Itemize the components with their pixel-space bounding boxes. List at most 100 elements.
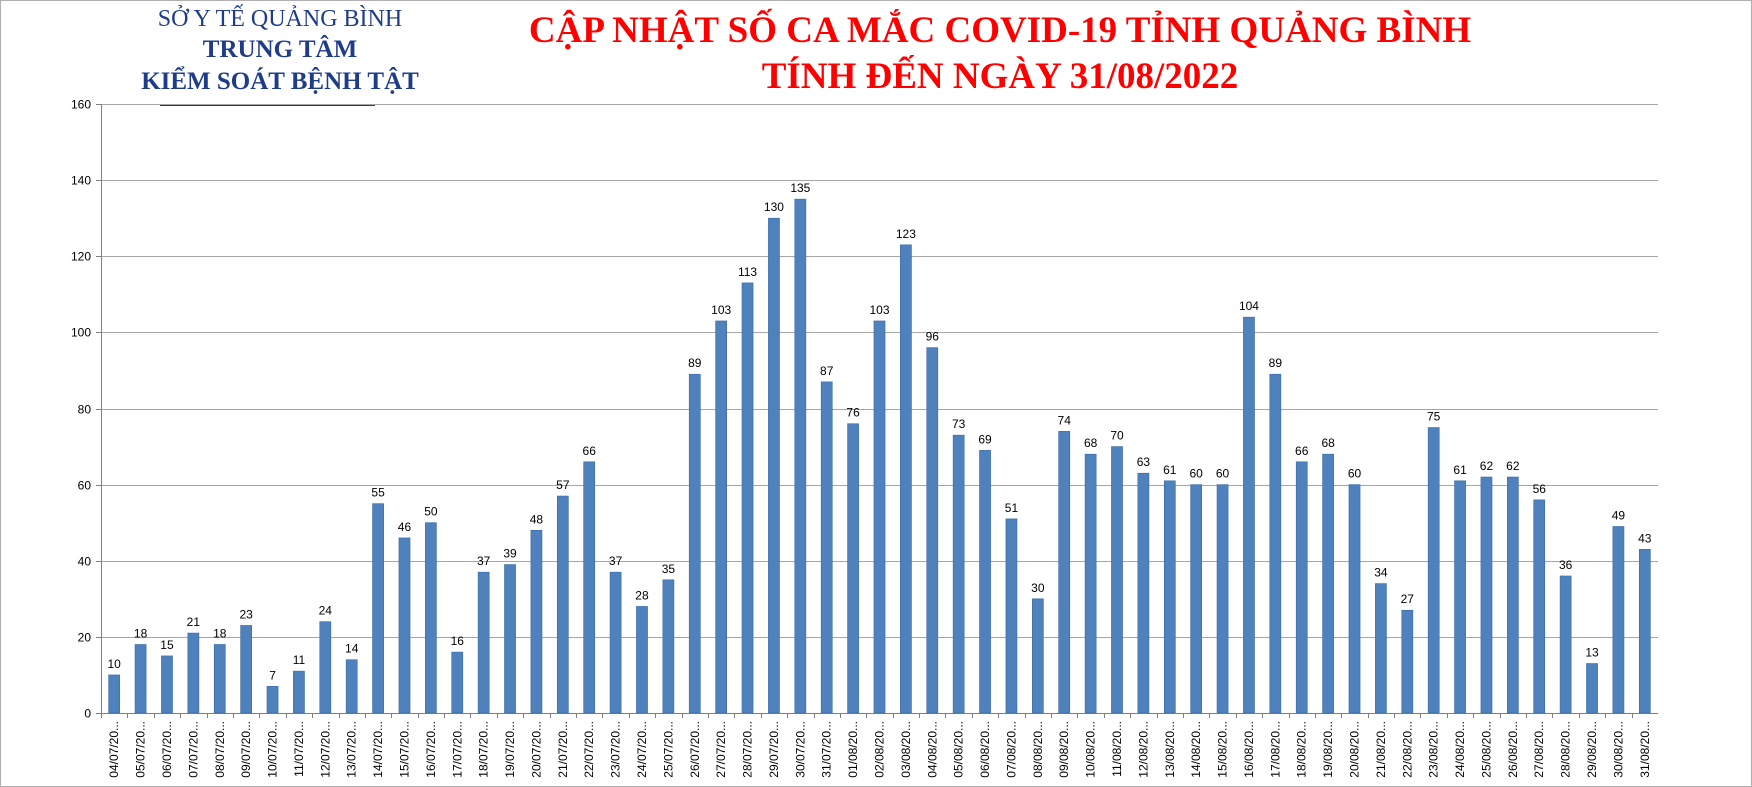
org-center-name: KIỂM SOÁT BỆNH TẬT [141,68,419,95]
x-tick-label: 08/07/20... [213,721,227,778]
data-label: 24 [319,604,333,618]
data-label: 34 [1374,566,1388,580]
data-label: 74 [1058,413,1072,427]
bar [556,495,569,714]
x-tick-label: 02/08/20... [873,721,887,778]
y-tick-label: 100 [71,326,91,340]
y-tick-label: 140 [71,174,91,188]
x-tick-label: 09/07/20... [239,721,253,778]
bar [1559,575,1572,714]
data-label: 23 [239,607,253,621]
data-label: 7 [269,668,276,682]
y-tick-label: 80 [78,403,92,417]
data-label: 35 [662,562,676,576]
x-tick-label: 10/08/20... [1084,721,1098,778]
chart-title: CẬP NHẬT SỐ CA MẮC COVID-19 TỈNH QUẢNG B… [470,8,1530,100]
data-label: 96 [926,330,940,344]
bar [451,651,464,714]
bar [1269,373,1282,714]
bar [636,606,648,714]
data-label: 73 [952,417,966,431]
x-tick-label: 20/08/20... [1348,721,1362,778]
x-tick-label: 17/08/20... [1268,721,1282,778]
x-tick-label: 06/08/20... [978,721,992,778]
x-tick-label: 01/08/20... [846,721,860,778]
x-tick-label: 29/07/20... [767,721,781,778]
x-tick-label: 05/07/20... [134,721,148,778]
data-label: 75 [1427,410,1441,424]
x-tick-label: 21/08/20... [1374,721,1388,778]
data-label: 10 [108,657,122,671]
data-label: 28 [635,588,649,602]
y-tick-label: 20 [78,631,92,645]
organization-header: SỞ Y TẾ QUẢNG BÌNH TRUNG TÂM KIỂM SOÁT B… [100,4,460,106]
x-tick-label: 22/08/20... [1400,721,1414,778]
x-tick-label: 19/07/20... [503,721,517,778]
data-label: 27 [1401,592,1415,606]
x-tick-label: 23/07/20... [609,721,623,778]
chart-title-line1: CẬP NHẬT SỐ CA MẮC COVID-19 TỈNH QUẢNG B… [528,10,1472,51]
bar [609,571,622,714]
data-label: 39 [503,547,517,561]
bar [926,347,939,714]
bar [504,564,516,714]
bar [319,621,332,714]
data-label: 51 [1005,501,1019,515]
x-tick-label: 18/07/20... [477,721,491,778]
data-label: 69 [978,432,992,446]
y-tick-label: 0 [84,707,91,721]
x-tick-label: 24/08/20... [1453,721,1467,778]
x-tick-label: 07/07/20... [186,721,200,778]
x-tick-label: 30/08/20... [1611,721,1625,778]
bar [979,450,991,714]
bar [398,537,411,714]
bar [1348,484,1361,714]
y-tick-label: 40 [78,555,92,569]
x-tick-label: 11/08/20... [1110,721,1124,777]
data-label: 62 [1480,459,1494,473]
bar [1084,453,1097,714]
bar [1533,499,1546,714]
bar [477,571,490,714]
data-label: 14 [345,642,359,656]
x-tick-label: 26/07/20... [688,721,702,778]
x-tick-label: 15/07/20... [397,721,411,778]
bar [1216,484,1229,714]
x-tick-label: 06/07/20... [160,721,174,778]
bar [662,579,675,714]
x-tick-label: 16/07/20... [424,721,438,778]
bar [1322,453,1334,714]
x-tick-label: 09/08/20... [1057,721,1071,778]
org-center: TRUNG TÂM [202,36,358,63]
data-label: 36 [1559,558,1573,572]
data-label: 62 [1506,459,1520,473]
x-tick-label: 28/07/20... [741,721,755,778]
x-tick-label: 13/08/20... [1163,721,1177,778]
bar [1137,472,1150,714]
data-label: 63 [1137,455,1151,469]
bar [372,503,384,714]
bar [820,381,833,714]
bar [952,434,965,714]
bar [161,655,173,714]
bar [1401,609,1414,714]
x-tick-label: 12/07/20... [318,721,332,778]
bar [1427,427,1440,714]
data-label: 11 [293,653,306,667]
data-label: 103 [869,303,889,317]
x-tick-label: 29/08/20... [1585,721,1599,778]
data-label: 18 [213,626,227,640]
x-tick-label: 31/08/20... [1638,721,1652,778]
bar [213,644,226,714]
x-tick-label: 31/07/20... [820,721,834,778]
x-tick-label: 27/08/20... [1532,721,1546,778]
data-label: 89 [1269,356,1283,370]
data-label: 18 [134,626,148,640]
data-label: 37 [609,554,623,568]
data-label: 50 [424,505,438,519]
data-label: 66 [1295,444,1309,458]
bar [688,373,701,714]
x-tick-label: 25/08/20... [1479,721,1493,778]
bar [847,423,859,714]
bar [530,529,543,714]
